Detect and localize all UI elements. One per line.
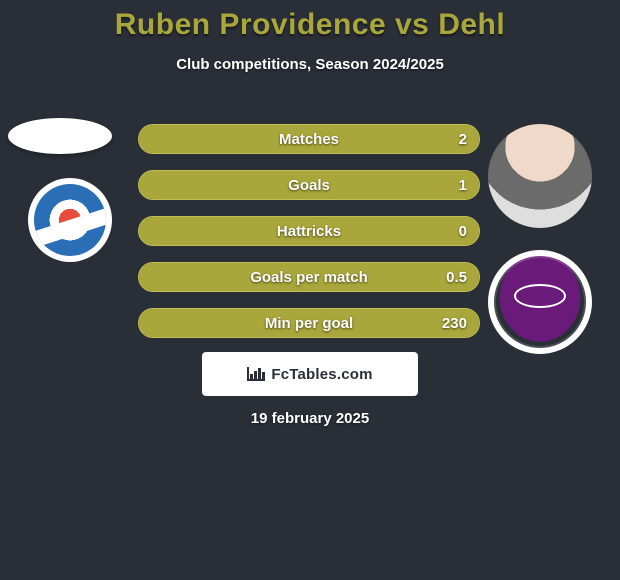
- team-badge-left-art: [34, 184, 106, 256]
- stat-bar-value: 0.5: [446, 263, 467, 291]
- player-right-photo: [488, 124, 592, 228]
- page-title: Ruben Providence vs Dehl: [0, 0, 620, 42]
- stat-bar: Goals per match0.5: [138, 262, 480, 292]
- stat-bar-value: 0: [459, 217, 467, 245]
- player-left-silhouette: [8, 118, 112, 154]
- stat-bar: Hattricks0: [138, 216, 480, 246]
- stat-bar: Min per goal230: [138, 308, 480, 338]
- stat-bar-fill: [139, 309, 479, 337]
- stat-bar-value: 1: [459, 171, 467, 199]
- stat-bar: Matches2: [138, 124, 480, 154]
- stat-bar: Goals1: [138, 170, 480, 200]
- comparison-card: Ruben Providence vs Dehl Club competitio…: [0, 0, 620, 580]
- team-badge-right-art: [494, 256, 586, 348]
- stat-bar-fill: [139, 171, 479, 199]
- stat-bar-fill: [139, 125, 479, 153]
- stat-bar-fill: [139, 217, 479, 245]
- subtitle: Club competitions, Season 2024/2025: [0, 56, 620, 73]
- bar-chart-icon: [247, 367, 265, 381]
- stat-bar-fill: [139, 263, 479, 291]
- team-badge-left: [28, 178, 112, 262]
- date-text: 19 february 2025: [0, 410, 620, 427]
- team-badge-right: [488, 250, 592, 354]
- stat-bar-value: 2: [459, 125, 467, 153]
- stat-bar-value: 230: [442, 309, 467, 337]
- brand-box: FcTables.com: [202, 352, 418, 396]
- brand-text: FcTables.com: [271, 366, 372, 383]
- stat-bars: Matches2 Goals1 Hattricks0 Goals per match0…: [138, 124, 480, 354]
